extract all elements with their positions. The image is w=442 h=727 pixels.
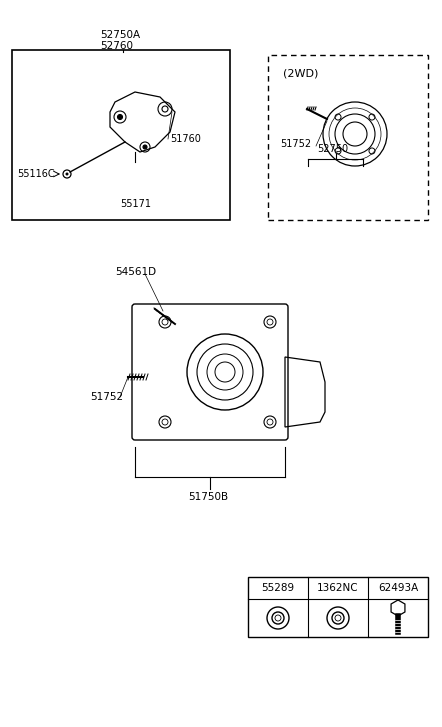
Text: 51752: 51752: [90, 392, 123, 402]
Text: 52750: 52750: [317, 144, 349, 154]
Text: 52760: 52760: [100, 41, 133, 51]
Text: 54561D: 54561D: [115, 267, 156, 277]
Text: 62493A: 62493A: [378, 583, 418, 593]
Text: 55171: 55171: [120, 199, 151, 209]
Circle shape: [143, 145, 147, 149]
Text: 1362NC: 1362NC: [317, 583, 359, 593]
Text: 52750A: 52750A: [100, 30, 140, 40]
Bar: [248, 577, 428, 637]
Text: 51752: 51752: [280, 139, 311, 149]
Text: 55289: 55289: [261, 583, 294, 593]
Bar: [12, 50, 230, 220]
Text: 51750B: 51750B: [188, 492, 228, 502]
Circle shape: [65, 172, 69, 175]
Bar: [268, 55, 428, 220]
Text: 55116C: 55116C: [17, 169, 55, 179]
Text: (2WD): (2WD): [283, 68, 318, 78]
Text: 51760: 51760: [170, 134, 201, 144]
Circle shape: [118, 114, 122, 119]
